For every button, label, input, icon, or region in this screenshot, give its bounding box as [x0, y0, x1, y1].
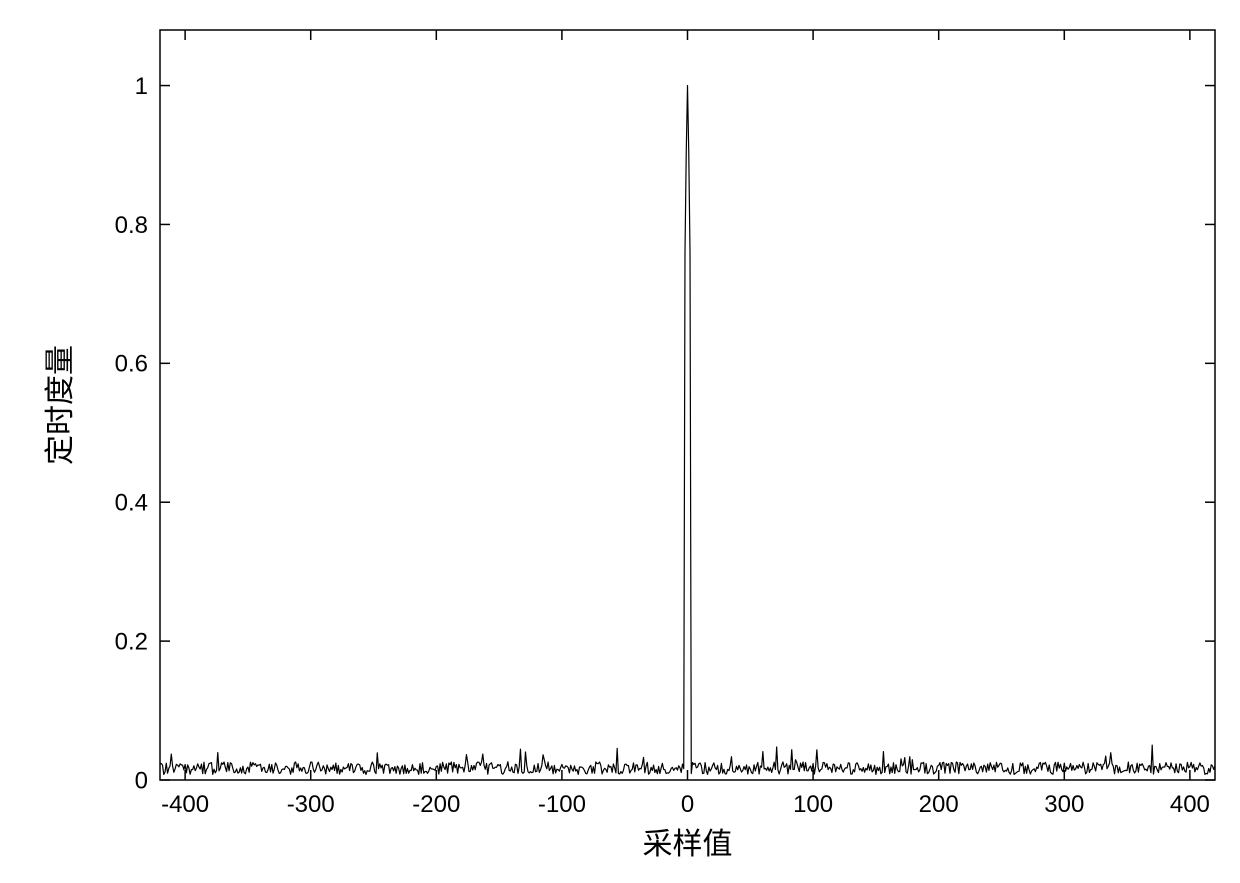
xtick-label: -300: [287, 791, 335, 818]
xtick-label: 300: [1044, 791, 1084, 818]
xtick-label: 400: [1170, 791, 1210, 818]
line-chart: -400 -300 -200 -100 0 100 200 300 400 0 0.2 0.4 0.6 0…: [0, 0, 1240, 883]
x-axis-label: 采样值: [643, 828, 733, 861]
chart-container: -400 -300 -200 -100 0 100 200 300 400 0 0.2 0.4 0.6 0…: [0, 0, 1240, 883]
ytick-label: 0.4: [115, 490, 148, 517]
xtick-label: 0: [681, 791, 694, 818]
xtick-label: -400: [161, 791, 209, 818]
ytick-label: 0.6: [115, 351, 148, 378]
y-axis-label: 定时度量: [44, 345, 77, 465]
xtick-label: -100: [538, 791, 586, 818]
ytick-label: 0.2: [115, 629, 148, 656]
ytick-label: 0.8: [115, 212, 148, 239]
ytick-label: 1: [135, 73, 148, 100]
xtick-label: 200: [919, 791, 959, 818]
xtick-label: 100: [793, 791, 833, 818]
ytick-label: 0: [135, 767, 148, 794]
xtick-label: -200: [412, 791, 460, 818]
